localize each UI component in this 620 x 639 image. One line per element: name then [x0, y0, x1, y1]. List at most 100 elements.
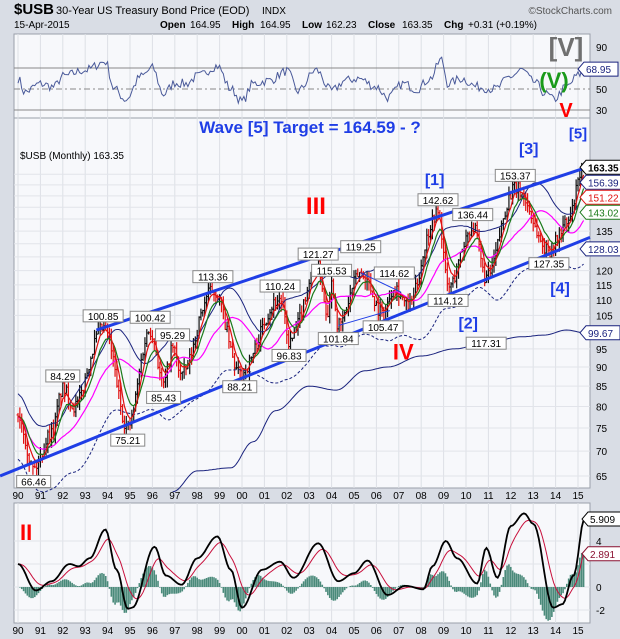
- x-tick-label: 93: [80, 626, 92, 637]
- upper-envelope-line: [17, 182, 585, 427]
- x-tick-label: 91: [35, 626, 47, 637]
- x-tick-label: 10: [460, 626, 472, 637]
- macd-histogram-bar: [194, 576, 197, 587]
- x-tick-label: 02: [281, 491, 293, 502]
- macd-histogram-bar: [582, 553, 585, 587]
- y-tick-label: 110: [596, 296, 612, 307]
- macd-histogram-bar: [332, 587, 335, 601]
- macd-histogram-bar: [157, 580, 159, 587]
- macd-histogram-bar: [48, 584, 51, 587]
- macd-histogram-bar: [317, 579, 320, 587]
- macd-histogram-bar: [233, 587, 236, 603]
- macd-histogram-bar: [358, 582, 361, 587]
- macd-histogram-bar: [116, 587, 118, 603]
- macd-histogram-bar: [26, 587, 29, 596]
- macd-histogram-bar: [263, 579, 266, 587]
- macd-histogram-bar: [340, 587, 342, 595]
- y-tick-label: 70: [596, 447, 608, 458]
- macd-histogram-bar: [437, 574, 439, 587]
- macd-histogram-bar: [75, 585, 77, 587]
- macd-histogram-bar: [351, 585, 353, 587]
- macd-histogram-bar: [334, 587, 337, 601]
- macd-histogram-bar: [373, 587, 376, 591]
- macd-histogram-bar: [353, 585, 355, 587]
- macd-histogram-bar: [399, 585, 402, 587]
- swing-label-box: [373, 266, 415, 280]
- swing-label-box: [222, 380, 258, 394]
- macd-histogram-bar: [435, 575, 437, 587]
- macd-histogram-bar: [450, 585, 452, 587]
- x-tick-label: 11: [483, 626, 494, 637]
- exchange: INDX: [262, 6, 286, 17]
- x-tick-label: 06: [371, 626, 383, 637]
- macd-histogram-bar: [84, 583, 86, 587]
- macd-histogram-bar: [222, 587, 225, 593]
- signal-value-label-box: [581, 546, 620, 562]
- macd-histogram-bar: [508, 564, 510, 587]
- swing-label: 127.35: [534, 260, 565, 271]
- macd-histogram-bar: [272, 581, 275, 587]
- macd-histogram-bar: [202, 579, 204, 587]
- macd-histogram-bar: [364, 580, 366, 587]
- macd-histogram-bar: [231, 587, 234, 600]
- low-label: Low: [302, 20, 322, 31]
- macd-histogram-bar: [482, 574, 484, 587]
- macd-histogram-bar: [302, 581, 305, 587]
- macd-tick-label: -2: [596, 606, 605, 617]
- swing-label-box: [155, 328, 191, 342]
- macd-histogram-bar: [342, 587, 344, 593]
- macd-histogram-bar: [465, 587, 467, 596]
- price-value-label: 143.02: [588, 208, 619, 219]
- macd-wave-label: II: [20, 520, 32, 545]
- macd-histogram-bar: [213, 577, 215, 587]
- macd-histogram-bar: [433, 576, 436, 587]
- macd-histogram-bar: [452, 587, 454, 590]
- macd-histogram-bar: [104, 576, 107, 587]
- macd-histogram-bar: [50, 584, 53, 587]
- macd-histogram-bar: [170, 587, 172, 594]
- macd-histogram-bar: [564, 587, 566, 590]
- swing-label: 85.43: [151, 393, 176, 404]
- swing-label-box: [340, 240, 382, 254]
- macd-histogram-bar: [224, 587, 226, 598]
- macd-histogram-bar: [256, 575, 258, 587]
- macd-histogram-bar: [246, 587, 249, 594]
- macd-histogram-bar: [162, 587, 165, 597]
- x-tick-label: 90: [12, 491, 24, 502]
- x-tick-label: 14: [550, 491, 562, 502]
- macd-histogram-bar: [228, 587, 230, 602]
- swing-label-box: [465, 336, 507, 350]
- macd-histogram-bar: [478, 587, 480, 591]
- macd-histogram-bar: [160, 587, 163, 594]
- swing-label-box: [259, 279, 301, 293]
- macd-histogram-bar: [269, 581, 271, 587]
- macd-histogram-bar: [265, 580, 268, 587]
- macd-histogram-bar: [338, 587, 340, 597]
- macd-histogram-bar: [427, 577, 430, 587]
- macd-histogram-bar: [287, 587, 290, 593]
- macd-histogram-bar: [394, 587, 396, 589]
- macd-histogram-bar: [286, 587, 288, 591]
- macd-histogram-bar: [71, 582, 73, 587]
- macd-histogram-bar: [45, 585, 47, 587]
- macd-histogram-bar: [547, 587, 549, 621]
- macd-histogram-bar: [355, 585, 357, 587]
- macd-histogram-bar: [297, 587, 299, 589]
- macd-histogram-bar: [552, 587, 555, 612]
- swing-label-box: [192, 270, 234, 284]
- swing-label-box: [271, 348, 307, 362]
- macd-histogram-bar: [370, 584, 372, 587]
- macd-histogram-bar: [239, 587, 241, 612]
- macd-histogram-bar: [366, 581, 368, 587]
- macd-histogram-bar: [119, 587, 122, 606]
- x-tick-label: 96: [147, 626, 159, 637]
- macd-line: [17, 512, 585, 610]
- macd-histogram-bar: [132, 587, 135, 598]
- x-tick-label: 95: [124, 491, 136, 502]
- macd-panel: [13, 502, 591, 624]
- close-value: 163.35: [402, 20, 433, 31]
- macd-histogram-bar: [54, 584, 57, 587]
- macd-histogram-bar: [368, 582, 370, 587]
- macd-histogram-bar: [95, 577, 98, 587]
- macd-histogram-bar: [532, 587, 534, 590]
